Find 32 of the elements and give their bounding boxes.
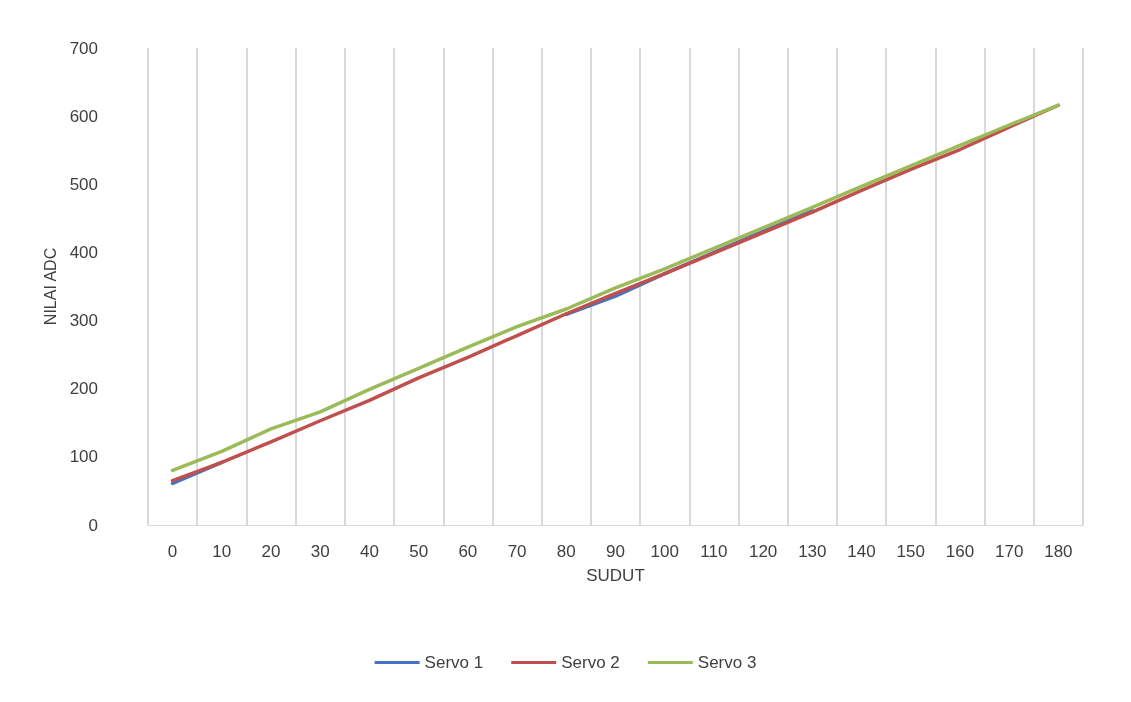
y-tick-label: 100: [69, 447, 98, 467]
y-tick-label: 600: [69, 106, 98, 126]
x-axis-title: SUDUT: [586, 566, 645, 585]
x-tick-label: 40: [359, 542, 379, 561]
x-tick-label: 180: [1044, 542, 1073, 561]
legend-label: Servo 2: [561, 653, 620, 672]
x-tick-label: 30: [310, 542, 330, 561]
x-tick-label: 100: [650, 542, 679, 561]
x-tick-label: 50: [409, 542, 429, 561]
x-tick-label: 110: [700, 542, 728, 561]
x-tick-label: 170: [995, 542, 1024, 561]
legend-label: Servo 1: [424, 653, 484, 672]
y-tick-label: 200: [69, 379, 98, 399]
y-tick-label: 0: [88, 515, 98, 535]
x-tick-label: 160: [945, 542, 975, 561]
x-tick-label: 20: [261, 542, 281, 561]
y-tick-label: 400: [69, 242, 98, 262]
y-tick-label: 700: [69, 38, 98, 58]
x-tick-label: 90: [606, 542, 625, 561]
y-axis-title: NILAI ADC: [42, 247, 60, 326]
legend-label: Servo 3: [697, 653, 757, 672]
x-tick-label: 140: [847, 542, 876, 561]
x-tick-label: 10: [212, 542, 232, 561]
x-tick-label: 150: [896, 542, 925, 561]
x-tick-label: 130: [798, 542, 827, 561]
x-tick-label: 60: [458, 542, 478, 561]
y-tick-label: 500: [69, 174, 98, 194]
y-tick-label: 300: [69, 311, 98, 331]
x-tick-label: 120: [748, 542, 778, 561]
x-tick-label: 70: [507, 542, 527, 561]
x-tick-label: 80: [556, 542, 576, 561]
x-tick-label: 0: [167, 542, 178, 561]
